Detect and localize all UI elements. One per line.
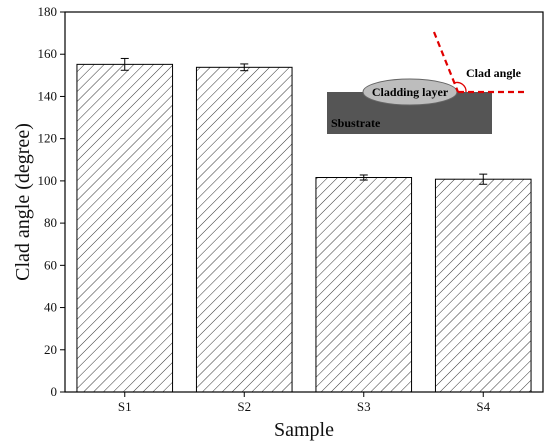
y-tick-label: 160	[38, 46, 58, 61]
substrate-label: Sbustrate	[331, 116, 381, 130]
y-tick-label: 120	[38, 131, 58, 146]
plot-frame	[64, 11, 544, 393]
cladding-layer-label: Cladding layer	[372, 85, 449, 99]
y-tick-label: 180	[38, 4, 58, 19]
bar-s1	[76, 63, 174, 393]
bar-s4	[434, 178, 532, 393]
y-tick-label: 80	[44, 215, 57, 230]
bar-s2	[195, 66, 293, 393]
x-tick-label-s1: S1	[118, 399, 132, 414]
y-tick-label: 140	[38, 88, 58, 103]
error-bar-s3	[359, 174, 368, 181]
x-axis-title: Sample	[274, 419, 334, 441]
x-axis-ticks: S1 S2 S3 S4	[118, 392, 491, 414]
angle-arc	[453, 81, 467, 93]
tangent-line	[432, 31, 460, 93]
y-tick-label: 60	[44, 257, 57, 272]
y-tick-label: 40	[44, 300, 57, 315]
x-tick-label-s4: S4	[476, 399, 490, 414]
y-tick-label: 20	[44, 342, 57, 357]
y-axis-title: Clad angle (degree)	[12, 123, 34, 281]
bars-group	[76, 57, 532, 393]
error-bar-s4	[479, 173, 488, 185]
inset-schematic: Cladding layer Sbustrate Clad angle	[327, 31, 528, 134]
x-tick-label-s2: S2	[237, 399, 251, 414]
y-tick-label: 100	[38, 173, 58, 188]
bar-s3	[315, 177, 413, 393]
x-tick-label-s3: S3	[357, 399, 371, 414]
error-bar-s1	[120, 57, 129, 71]
error-bar-s2	[240, 63, 249, 72]
clad-angle-label: Clad angle	[466, 66, 522, 80]
y-tick-label: 0	[51, 384, 58, 399]
y-axis-ticks: 0 20 40 60 80 100 120 140 160 180	[38, 4, 65, 399]
